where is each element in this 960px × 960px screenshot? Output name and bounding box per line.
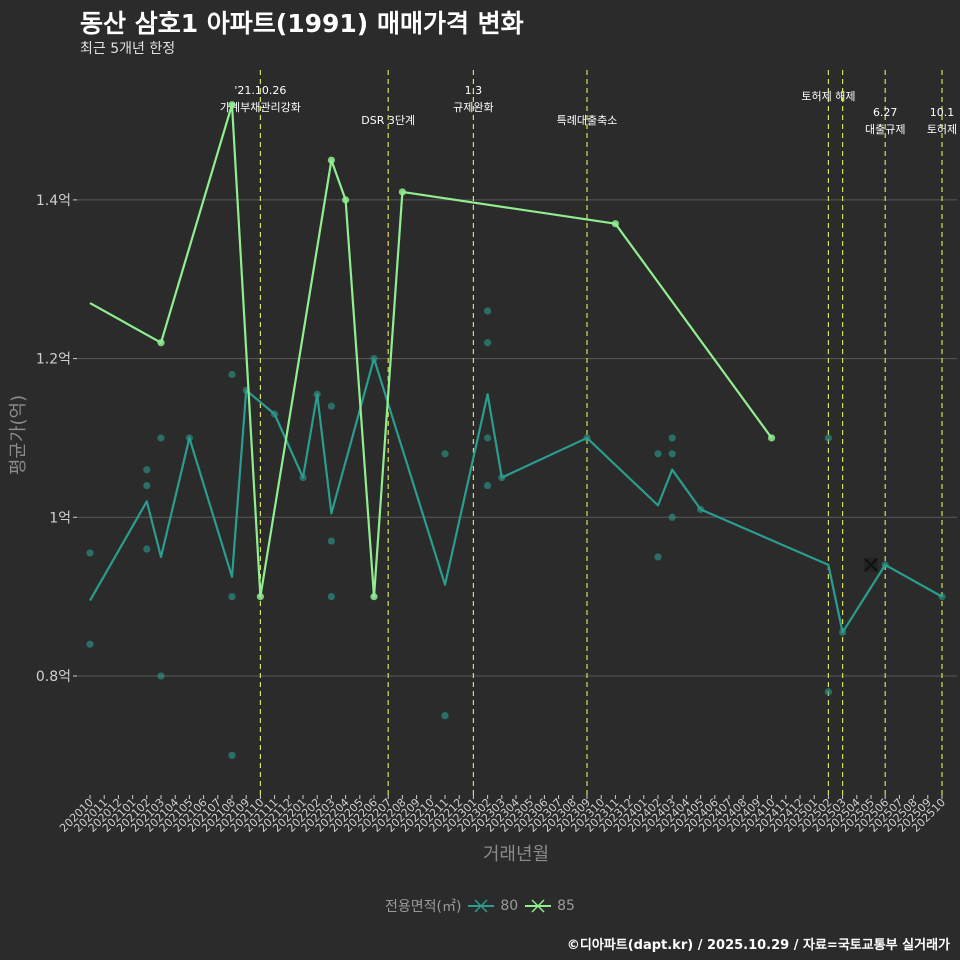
series-80-point bbox=[824, 688, 833, 696]
series-85-point bbox=[157, 339, 165, 347]
highlight-x-b bbox=[864, 558, 878, 572]
source-caption: ©디아파트(dapt.kr) / 2025.10.29 / 자료=국토교통부 실… bbox=[566, 938, 950, 953]
series-80-point bbox=[839, 628, 847, 636]
event-label: 특례대출축소 bbox=[557, 114, 618, 127]
series-85-point bbox=[342, 196, 350, 204]
series-80-point bbox=[143, 466, 151, 474]
series-80-point bbox=[938, 593, 946, 601]
series-80-point bbox=[327, 402, 335, 410]
highlight-marker bbox=[864, 557, 878, 572]
event-label: 규제완화 bbox=[453, 101, 493, 114]
chart-subtitle: 최근 5개년 한정 bbox=[80, 41, 176, 57]
series-80-point bbox=[143, 481, 151, 490]
series-80-point bbox=[668, 450, 676, 458]
series-80-point bbox=[654, 553, 662, 561]
legend: 전용면적(㎡) 80 85 bbox=[0, 896, 960, 916]
series-80-point bbox=[441, 712, 449, 720]
series-80-point bbox=[824, 434, 833, 442]
series-80-point bbox=[441, 450, 449, 458]
series-80-point bbox=[228, 370, 236, 379]
series-80-point bbox=[327, 537, 335, 545]
series-80-point bbox=[484, 339, 492, 347]
y-tick-label: 1억 bbox=[49, 510, 71, 526]
series-80-point bbox=[668, 434, 676, 442]
series-85-point bbox=[768, 434, 776, 442]
y-tick-label: 1.4억 bbox=[36, 193, 71, 209]
y-tick-label: 1.2억 bbox=[36, 352, 71, 368]
series-85-point bbox=[398, 188, 406, 196]
event-label: 토허제 bbox=[927, 123, 957, 136]
series-80-point bbox=[313, 390, 321, 398]
series-80-point bbox=[668, 513, 676, 521]
series-85-point bbox=[611, 220, 620, 228]
series-80-point bbox=[299, 474, 307, 482]
series-80-line bbox=[89, 357, 943, 634]
series-80-point bbox=[185, 434, 193, 442]
event-label: 대출규제 bbox=[865, 123, 905, 136]
legend-title: 전용면적(㎡) bbox=[385, 899, 462, 915]
series-80-point bbox=[86, 549, 94, 557]
event-label: 1.3 bbox=[465, 84, 483, 97]
series-80-point bbox=[228, 593, 236, 601]
legend-label-85: 85 bbox=[557, 898, 575, 914]
series-85-line bbox=[89, 103, 773, 598]
legend-label-80: 80 bbox=[500, 898, 519, 914]
grid-lines bbox=[77, 199, 957, 677]
series-80-point bbox=[228, 751, 236, 759]
series-80-point bbox=[370, 354, 378, 363]
series-85-point bbox=[370, 593, 378, 601]
series-80-point bbox=[157, 434, 165, 442]
series-85-point bbox=[228, 101, 236, 109]
series-80-point bbox=[654, 450, 662, 458]
series-80-point bbox=[583, 434, 591, 442]
chart-title: 동산 삼호1 아파트(1991) 매매가격 변화 bbox=[80, 9, 524, 38]
series-80-point bbox=[86, 640, 94, 648]
series-80-point bbox=[697, 505, 705, 513]
series-lines bbox=[86, 101, 946, 759]
legend-key-80 bbox=[467, 899, 494, 913]
x-axis-title: 거래년월 bbox=[483, 844, 549, 865]
series-80-point bbox=[143, 545, 151, 553]
series-80-point bbox=[157, 672, 165, 680]
series-80-point bbox=[484, 481, 492, 490]
event-label: 토허제 해제 bbox=[801, 89, 855, 103]
series-85-point bbox=[327, 156, 335, 164]
series-80-point bbox=[498, 474, 506, 482]
series-80-point bbox=[484, 434, 492, 442]
series-80-point bbox=[327, 593, 335, 601]
event-label: 가계부채관리강화 bbox=[220, 101, 301, 114]
axes: 0.8억1억1.2억1.4억20201020201120201220210120… bbox=[36, 193, 948, 835]
y-axis-title: 평균가(억) bbox=[8, 395, 29, 475]
event-label: 10.1 bbox=[930, 106, 955, 119]
series-80-point bbox=[271, 410, 279, 418]
series-85-point bbox=[256, 593, 264, 601]
series-80-point bbox=[484, 307, 492, 315]
series-80-point bbox=[881, 561, 889, 569]
event-label: 6.27 bbox=[873, 106, 898, 119]
event-label: '21.10.26 bbox=[234, 84, 286, 97]
legend-key-85 bbox=[524, 899, 551, 913]
y-tick-label: 0.8억 bbox=[36, 669, 71, 685]
event-label: DSR 3단계 bbox=[361, 114, 415, 127]
